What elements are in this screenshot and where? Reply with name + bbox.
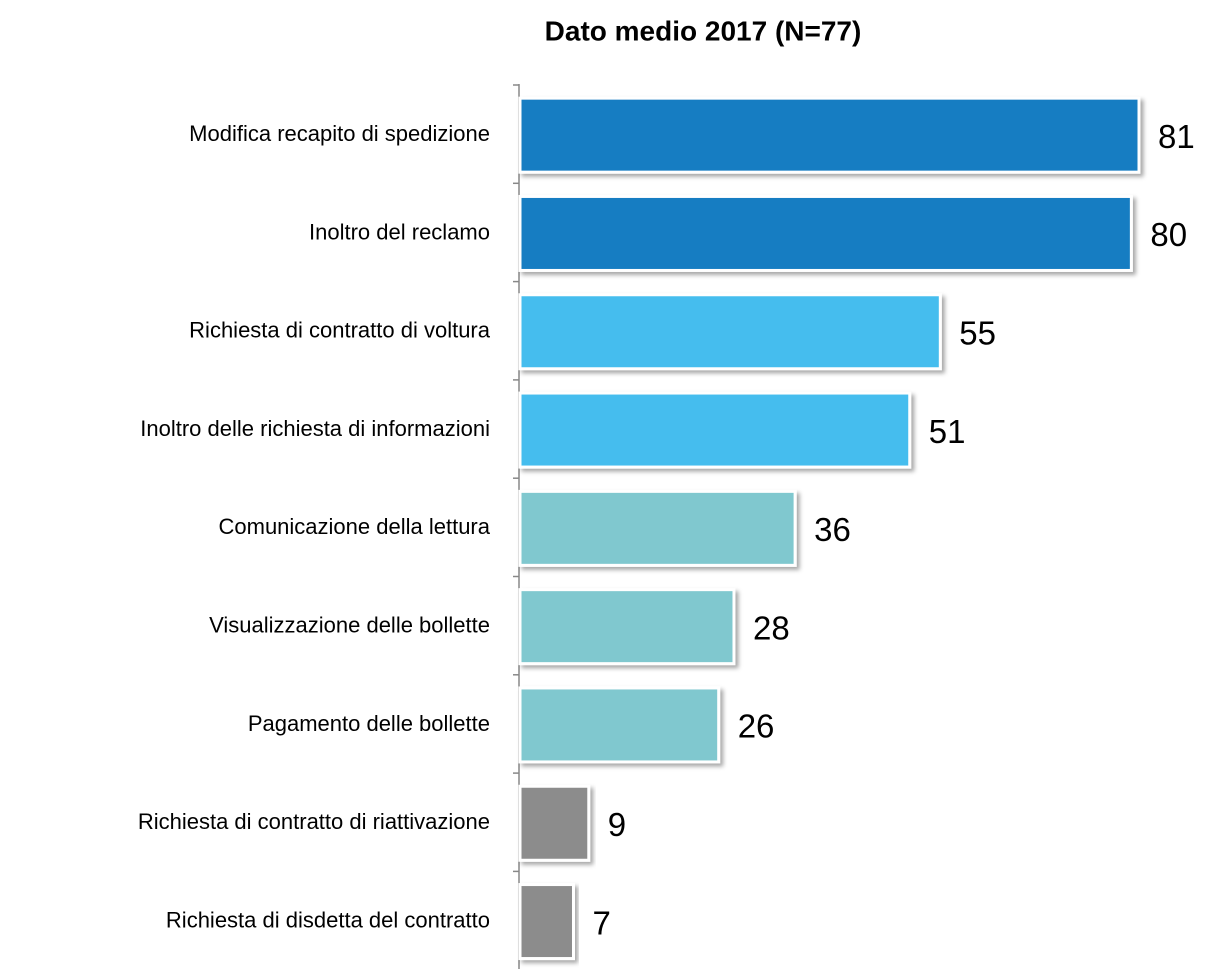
category-label: Inoltro delle richiesta di informazioni xyxy=(140,416,490,441)
bar xyxy=(518,784,591,862)
bar xyxy=(518,194,1133,272)
value-label: 55 xyxy=(959,314,996,351)
chart-title: Dato medio 2017 (N=77) xyxy=(545,15,862,46)
category-label: Visualizzazione delle bollette xyxy=(209,612,490,637)
value-label: 9 xyxy=(608,806,626,843)
bar xyxy=(518,96,1141,174)
bar xyxy=(518,489,797,567)
value-label: 28 xyxy=(753,609,790,646)
category-label: Comunicazione della lettura xyxy=(219,514,491,539)
bar xyxy=(518,686,721,764)
bar xyxy=(518,588,736,666)
bar xyxy=(518,883,575,961)
value-label: 36 xyxy=(814,511,851,548)
bar xyxy=(518,391,912,469)
bar xyxy=(518,293,942,371)
category-label: Pagamento delle bollette xyxy=(248,711,490,736)
value-label: 26 xyxy=(738,708,775,745)
category-label: Richiesta di contratto di riattivazione xyxy=(138,809,490,834)
value-label: 81 xyxy=(1158,118,1195,155)
value-label: 80 xyxy=(1150,216,1187,253)
value-label: 51 xyxy=(929,413,966,450)
category-label: Modifica recapito di spedizione xyxy=(189,121,490,146)
category-label: Richiesta di disdetta del contratto xyxy=(166,907,490,932)
value-label: 7 xyxy=(592,904,610,941)
category-label: Inoltro del reclamo xyxy=(309,219,490,244)
category-label: Richiesta di contratto di voltura xyxy=(189,318,491,343)
